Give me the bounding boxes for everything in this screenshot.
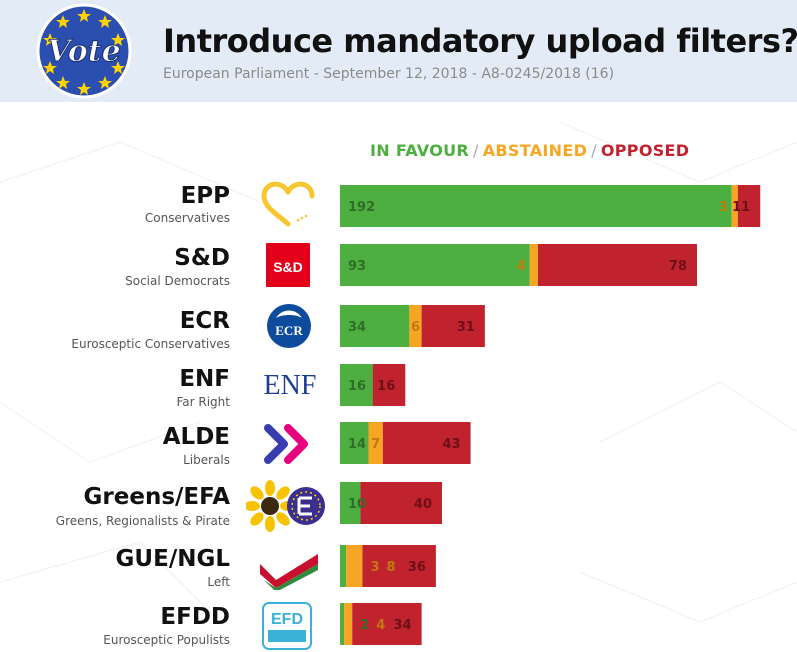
bar-alde-abstained bbox=[368, 422, 383, 464]
legend-separator: / bbox=[591, 141, 597, 160]
bar-label-greens-efa-0: 10 bbox=[348, 497, 366, 512]
sd-logo: S&D bbox=[266, 243, 310, 287]
greens-efa-logo bbox=[246, 480, 325, 532]
enf-logo: ENF bbox=[264, 370, 317, 401]
bar-efdd-abstained bbox=[344, 603, 353, 645]
bar-label-epp-2: 11 bbox=[732, 200, 750, 215]
background-pattern bbox=[0, 121, 797, 623]
party-name-gue-ngl: GUE/NGL bbox=[115, 546, 230, 572]
party-name-epp: EPP bbox=[180, 183, 230, 209]
bar-label-ecr-1: 6 bbox=[411, 320, 420, 335]
party-name-greens-efa: Greens/EFA bbox=[83, 484, 230, 510]
bar-epp-abstained bbox=[731, 185, 738, 227]
bar-efdd-opposed bbox=[352, 603, 422, 645]
sunflower-icon bbox=[246, 480, 296, 532]
enf-logo-text: ENF bbox=[264, 370, 317, 401]
vote-logo-text: Vote bbox=[47, 34, 120, 69]
party-name-ecr: ECR bbox=[179, 308, 230, 334]
bar-label-efdd-0: 2 bbox=[360, 618, 369, 633]
bar-label-epp-1: 3 bbox=[719, 200, 728, 215]
bar-gue-ngl-in-favour bbox=[340, 545, 347, 587]
ecr-logo-text: ECR bbox=[275, 323, 303, 338]
bar-label-s-d-0: 93 bbox=[348, 259, 366, 274]
vote-logo: Vote bbox=[36, 3, 132, 99]
bar-efdd-in-favour bbox=[340, 603, 345, 645]
party-desc-greens-efa: Greens, Regionalists & Pirate bbox=[55, 514, 230, 528]
bar-gue-ngl-opposed bbox=[362, 545, 436, 587]
bar-label-ecr-0: 34 bbox=[348, 320, 366, 335]
bar-ecr-opposed bbox=[421, 305, 485, 347]
page-subtitle: European Parliament - September 12, 2018… bbox=[163, 66, 615, 82]
alde-chevrons-logo bbox=[264, 424, 308, 464]
bar-epp-opposed bbox=[737, 185, 761, 227]
party-name-enf: ENF bbox=[179, 366, 230, 392]
efa-circle-icon bbox=[287, 487, 325, 525]
bar-s-d-opposed bbox=[537, 244, 697, 286]
gue-ngl-logo bbox=[260, 554, 318, 590]
bar-s-d-in-favour bbox=[340, 244, 530, 286]
bar-label-s-d-2: 78 bbox=[669, 259, 687, 274]
bar-label-efdd-2: 34 bbox=[394, 618, 412, 633]
party-desc-efdd: Eurosceptic Populists bbox=[103, 633, 230, 647]
bar-label-enf-0: 16 bbox=[348, 379, 366, 394]
page-title: Introduce mandatory upload filters? bbox=[163, 22, 797, 60]
header-band bbox=[0, 0, 797, 102]
party-name-sd: S&D bbox=[174, 245, 230, 271]
legend-separator: / bbox=[473, 141, 479, 160]
chart-legend: IN FAVOUR / ABSTAINED / OPPOSED bbox=[370, 141, 689, 160]
bar-s-d-abstained bbox=[529, 244, 538, 286]
bar-label-ecr-2: 31 bbox=[457, 320, 475, 335]
efdd-logo-text: EFD bbox=[271, 611, 303, 628]
bar-ecr-in-favour bbox=[340, 305, 410, 347]
bar-ecr-abstained bbox=[409, 305, 422, 347]
bar-label-epp-0: 192 bbox=[348, 200, 375, 215]
legend-abstained: ABSTAINED bbox=[482, 141, 588, 160]
sd-logo-text: S&D bbox=[273, 259, 303, 275]
bar-label-alde-1: 7 bbox=[371, 437, 380, 452]
legend-in-favour: IN FAVOUR bbox=[370, 141, 470, 160]
bar-label-alde-0: 14 bbox=[348, 437, 366, 452]
party-name-efdd: EFDD bbox=[160, 604, 230, 630]
ecr-logo: ECR bbox=[267, 304, 311, 348]
efdd-logo: EFD bbox=[262, 602, 312, 650]
bar-greens-efa-in-favour bbox=[340, 482, 361, 524]
bar-label-greens-efa-1: 40 bbox=[414, 497, 432, 512]
eu-stars-icon bbox=[43, 9, 125, 95]
bar-gue-ngl-abstained bbox=[346, 545, 363, 587]
bar-label-gue-ngl-1: 8 bbox=[386, 560, 395, 575]
party-desc-alde: Liberals bbox=[183, 453, 230, 467]
party-name-alde: ALDE bbox=[162, 424, 230, 450]
bar-label-alde-2: 43 bbox=[442, 437, 460, 452]
legend-opposed: OPPOSED bbox=[600, 141, 690, 160]
bar-enf-in-favour bbox=[340, 364, 373, 406]
party-desc-gue-ngl: Left bbox=[207, 575, 230, 589]
bar-label-enf-1: 16 bbox=[377, 379, 395, 394]
bar-label-gue-ngl-2: 36 bbox=[408, 560, 426, 575]
party-desc-ecr: Eurosceptic Conservatives bbox=[71, 337, 230, 351]
bar-alde-opposed bbox=[382, 422, 471, 464]
party-desc-enf: Far Right bbox=[176, 395, 230, 409]
party-desc-epp: Conservatives bbox=[144, 211, 230, 225]
bar-epp-in-favour bbox=[340, 185, 732, 227]
bar-alde-in-favour bbox=[340, 422, 369, 464]
bar-label-s-d-1: 4 bbox=[517, 259, 526, 274]
bar-enf-opposed bbox=[372, 364, 406, 406]
party-desc-sd: Social Democrats bbox=[125, 274, 230, 288]
bar-label-efdd-1: 4 bbox=[376, 618, 385, 633]
bar-label-gue-ngl-0: 3 bbox=[370, 560, 379, 575]
bar-greens-efa-opposed bbox=[360, 482, 442, 524]
epp-heart-logo bbox=[261, 181, 315, 227]
